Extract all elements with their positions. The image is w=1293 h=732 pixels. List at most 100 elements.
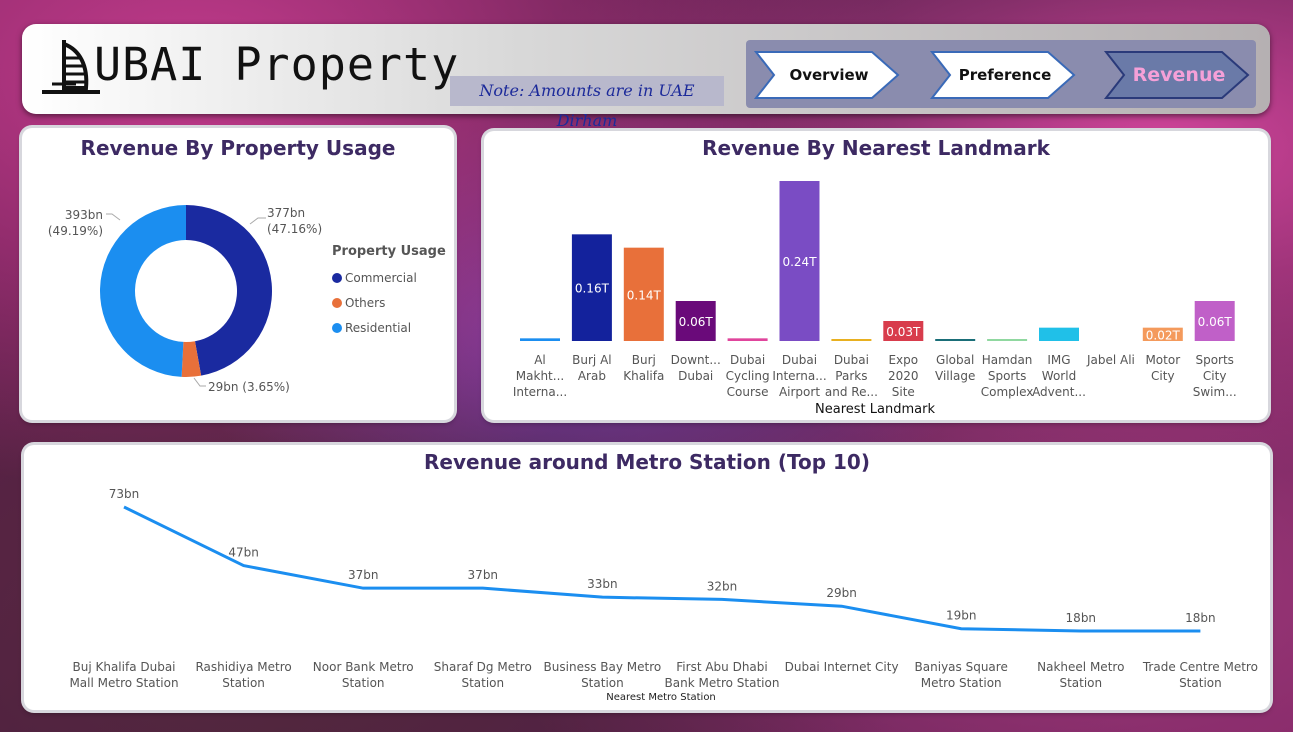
bar[interactable] bbox=[883, 321, 924, 341]
x-tick-label: Course bbox=[727, 385, 769, 399]
point-data-label: 33bn bbox=[587, 577, 618, 591]
bar-data-label: 0.03T bbox=[886, 325, 921, 339]
bar-data-label: 0.02T bbox=[1146, 328, 1181, 342]
point-data-label: 19bn bbox=[946, 609, 977, 623]
header-banner: UBAI Property Note: Amounts are in UAE D… bbox=[22, 24, 1270, 130]
x-tick-label: Trade Centre Metro bbox=[1142, 660, 1258, 674]
currency-note: Note: Amounts are in UAE Dirham bbox=[450, 76, 724, 130]
point-data-label: 29bn bbox=[826, 586, 857, 600]
bar[interactable] bbox=[831, 339, 872, 341]
x-tick-label: Expo bbox=[888, 353, 918, 367]
residential-dot bbox=[332, 322, 342, 333]
nav-preference-button[interactable]: Preference bbox=[928, 50, 1076, 100]
bar-data-label: 0.16T bbox=[575, 282, 610, 296]
x-tick-label: Al bbox=[534, 353, 546, 367]
x-tick-label: Cycling bbox=[726, 369, 770, 383]
bar[interactable] bbox=[520, 338, 560, 341]
others-leader-line bbox=[193, 377, 206, 387]
x-tick-label: Advent... bbox=[1032, 385, 1086, 399]
point-data-label: 47bn bbox=[228, 546, 259, 560]
commercial-leader-line bbox=[249, 217, 266, 225]
x-tick-label: Metro Station bbox=[921, 676, 1002, 690]
x-tick-label: Sports bbox=[988, 369, 1026, 383]
usage-card-title: Revenue By Property Usage bbox=[80, 136, 396, 160]
x-tick-label: Dubai bbox=[834, 353, 869, 367]
landmark-card: Revenue By Nearest Landmark Nearest Land… bbox=[484, 131, 1268, 420]
bar[interactable] bbox=[571, 234, 612, 341]
x-tick-label: Sharaf Dg Metro bbox=[434, 660, 532, 674]
x-tick-label: Dubai Internet City bbox=[785, 660, 899, 674]
metro-revenue-line[interactable] bbox=[123, 505, 1201, 633]
legend-item-commercial[interactable]: Commercial bbox=[332, 265, 446, 290]
residential-percent-label: (49.19%) bbox=[48, 224, 103, 238]
x-tick-label: Parks bbox=[835, 369, 867, 383]
x-tick-label: Global bbox=[936, 353, 974, 367]
x-tick-label: Rashidiya Metro bbox=[195, 660, 291, 674]
x-tick-label: Buj Khalifa Dubai bbox=[72, 660, 175, 674]
x-tick-label: Burj Al bbox=[572, 353, 611, 367]
x-tick-label: Station bbox=[461, 676, 504, 690]
x-tick-label: City bbox=[1151, 369, 1175, 383]
x-tick-label: Downt... bbox=[671, 353, 721, 367]
bar[interactable] bbox=[623, 247, 664, 341]
landmark-bar-chart: Nearest Landmark Al Makht... Interna... 0.1… bbox=[513, 181, 1237, 417]
page-title: UBAI Property bbox=[94, 38, 460, 91]
donut-slice-commercial[interactable] bbox=[186, 205, 272, 376]
x-tick-label: Nakheel Metro bbox=[1037, 660, 1124, 674]
x-tick-label: and Re... bbox=[825, 385, 878, 399]
point-data-label: 32bn bbox=[707, 579, 738, 593]
x-tick-label: Airport bbox=[779, 385, 820, 399]
arrow-shape bbox=[753, 51, 900, 99]
metro-card-title: Revenue around Metro Station (Top 10) bbox=[424, 450, 870, 474]
nav-revenue-label: Revenue bbox=[1132, 64, 1226, 86]
x-tick-label: Business Bay Metro bbox=[544, 660, 662, 674]
arrow-shape bbox=[929, 51, 1076, 99]
metro-line-chart: Nearest Metro Station 73bn Buj Khalifa Du… bbox=[69, 487, 1258, 703]
commercial-percent-label: (47.16%) bbox=[267, 222, 322, 236]
x-tick-label: World bbox=[1042, 369, 1076, 383]
legend-label: Commercial bbox=[345, 270, 417, 285]
x-tick-label: Bank Metro Station bbox=[665, 676, 780, 690]
bar[interactable] bbox=[1142, 327, 1183, 341]
bar[interactable] bbox=[987, 339, 1028, 341]
bar-data-label: 0.06T bbox=[1198, 315, 1233, 329]
x-tick-label: Hamdan bbox=[982, 353, 1033, 367]
x-tick-label: Station bbox=[1059, 676, 1102, 690]
legend-title: Property Usage bbox=[332, 244, 446, 259]
bar-data-label: 0.24T bbox=[782, 255, 817, 269]
donut-chart: 377bn (47.16%) 393bn (49.19%) 29bn (3.65… bbox=[48, 205, 322, 394]
usage-legend: Property Usage Commercial Others Residen… bbox=[332, 244, 446, 340]
bar[interactable] bbox=[727, 338, 768, 341]
donut-slice-residential[interactable] bbox=[100, 205, 186, 377]
donut-slice-others[interactable] bbox=[181, 341, 202, 377]
commercial-dot bbox=[332, 272, 342, 283]
nav-revenue-button[interactable]: Revenue bbox=[1102, 50, 1250, 100]
point-data-label: 37bn bbox=[348, 568, 379, 582]
x-tick-label: IMG bbox=[1047, 353, 1070, 367]
point-data-label: 18bn bbox=[1066, 611, 1097, 625]
legend-item-others[interactable]: Others bbox=[332, 290, 446, 315]
landmark-card-title: Revenue By Nearest Landmark bbox=[702, 136, 1050, 160]
x-axis-label: Nearest Landmark bbox=[815, 402, 935, 417]
point-data-label: 73bn bbox=[109, 487, 140, 501]
residential-leader-line bbox=[106, 213, 121, 221]
x-tick-label: Swim... bbox=[1193, 385, 1237, 399]
nav-overview-label: Overview bbox=[789, 66, 869, 84]
bar[interactable] bbox=[675, 301, 716, 341]
x-tick-label: Station bbox=[581, 676, 624, 690]
bar[interactable] bbox=[935, 339, 976, 341]
x-tick-label: 2020 bbox=[888, 369, 919, 383]
bar[interactable] bbox=[1039, 327, 1079, 341]
legend-label: Others bbox=[345, 295, 386, 310]
others-value-label: 29bn (3.65%) bbox=[208, 380, 290, 394]
x-tick-label: Station bbox=[342, 676, 385, 690]
bar[interactable] bbox=[1194, 301, 1235, 341]
residential-value-label: 393bn bbox=[65, 208, 103, 222]
page-navigation: Overview Preference Revenue bbox=[746, 40, 1256, 108]
legend-item-residential[interactable]: Residential bbox=[332, 315, 446, 340]
x-tick-label: Dubai bbox=[730, 353, 765, 367]
point-data-label: 37bn bbox=[468, 568, 499, 582]
nav-overview-button[interactable]: Overview bbox=[752, 50, 900, 100]
x-tick-label: Makht... bbox=[516, 369, 564, 383]
bar[interactable] bbox=[779, 181, 820, 341]
